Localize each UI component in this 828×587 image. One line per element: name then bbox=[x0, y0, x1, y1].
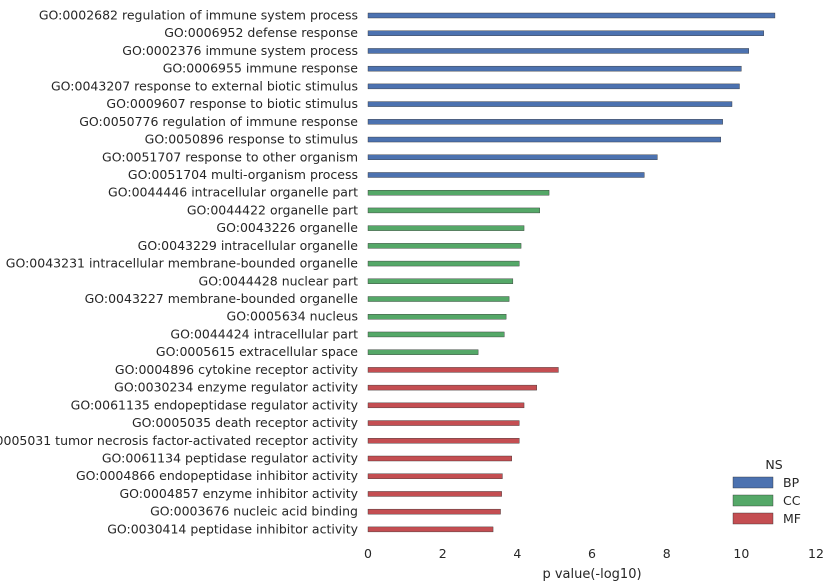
y-tick-label: GO:0043207 response to external biotic s… bbox=[51, 78, 358, 93]
bar-mf-25 bbox=[367, 455, 512, 462]
bar-mf-26 bbox=[367, 473, 503, 479]
bar-cc-10 bbox=[367, 189, 550, 196]
legend-entries: BP CC MF bbox=[732, 475, 801, 526]
y-tick-label: GO:0005634 nucleus bbox=[227, 309, 358, 324]
bar-mf-23 bbox=[367, 420, 520, 426]
y-tick-label: GO:0061134 peptidase regulator activity bbox=[102, 451, 359, 466]
legend-swatch-cc bbox=[732, 494, 774, 507]
y-tick-label: GO:0050776 regulation of immune response bbox=[79, 114, 358, 129]
y-tick-label: GO:0030414 peptidase inhibitor activity bbox=[107, 521, 358, 536]
x-tick-label: 6 bbox=[588, 546, 596, 561]
x-axis-label: p value(-log10) bbox=[542, 567, 641, 582]
bar-mf-29 bbox=[367, 526, 494, 533]
y-tick-label: GO:0003676 nucleic acid binding bbox=[150, 504, 358, 519]
legend-label-mf: MF bbox=[783, 511, 801, 526]
bar-bp-7 bbox=[367, 136, 721, 143]
y-tick-label: GO:0005615 extracellular space bbox=[156, 344, 358, 359]
y-tick-label: GO:0043231 intracellular membrane-bounde… bbox=[6, 256, 359, 271]
y-tick-label: GO:0006952 defense response bbox=[164, 25, 358, 40]
x-tick-label: 8 bbox=[663, 546, 671, 561]
y-tick-label: GO:0004866 endopeptidase inhibitor activ… bbox=[76, 468, 359, 483]
y-tick-label: GO:0043226 organelle bbox=[216, 220, 358, 235]
y-tick-label: GO:0044428 nuclear part bbox=[199, 273, 359, 288]
bar-mf-27 bbox=[367, 491, 502, 497]
bar-cc-12 bbox=[367, 225, 525, 231]
legend-swatch-mf bbox=[732, 512, 774, 525]
y-tick-label: GO:0044424 intracellular part bbox=[170, 326, 358, 341]
bar-cc-19 bbox=[367, 349, 479, 355]
y-tick-label: GO:0043227 membrane-bounded organelle bbox=[85, 291, 359, 306]
y-tick-label: GO:0030234 enzyme regulator activity bbox=[114, 380, 358, 395]
bar-bp-6 bbox=[367, 119, 723, 125]
legend-label-cc: CC bbox=[783, 493, 801, 508]
bar-mf-28 bbox=[367, 508, 501, 515]
bar-mf-22 bbox=[367, 402, 525, 409]
bar-cc-15 bbox=[367, 278, 514, 284]
legend: NS BP CC MF bbox=[732, 457, 801, 526]
bar-cc-14 bbox=[367, 260, 520, 267]
bar-bp-5 bbox=[367, 101, 733, 107]
bar-bp-2 bbox=[367, 48, 749, 54]
bar-bp-1 bbox=[367, 30, 764, 36]
bar-mf-24 bbox=[367, 438, 520, 444]
legend-title: NS bbox=[765, 457, 782, 472]
bar-cc-11 bbox=[367, 207, 540, 214]
bar-cc-16 bbox=[367, 296, 510, 302]
bars-group bbox=[367, 12, 776, 533]
y-tick-label: GO:0043229 intracellular organelle bbox=[138, 238, 359, 253]
legend-label-bp: BP bbox=[783, 475, 800, 490]
bar-bp-9 bbox=[367, 172, 645, 178]
y-tick-label: GO:0044446 intracellular organelle part bbox=[108, 185, 358, 200]
bar-cc-17 bbox=[367, 314, 507, 320]
bar-bp-4 bbox=[367, 83, 740, 90]
y-tick-label: GO:0044422 organelle part bbox=[187, 202, 358, 217]
y-tick-label: GO:0006955 immune response bbox=[163, 61, 359, 76]
x-tick-label: 10 bbox=[733, 546, 749, 561]
y-tick-label: GO:0050896 response to stimulus bbox=[145, 132, 358, 147]
x-tick-label: 2 bbox=[439, 546, 447, 561]
x-ticks-group: 0 2 4 6 8 10 12 bbox=[364, 546, 824, 561]
y-tick-label: GO:0005031 tumor necrosis factor-activat… bbox=[0, 433, 359, 448]
bar-bp-3 bbox=[367, 65, 742, 72]
y-tick-label: GO:0009607 response to biotic stimulus bbox=[106, 96, 358, 111]
x-tick-label: 12 bbox=[808, 546, 824, 561]
y-tick-label: GO:0051707 response to other organism bbox=[102, 149, 358, 164]
y-tick-label: GO:0061135 endopeptidase regulator activ… bbox=[71, 397, 359, 412]
bar-mf-21 bbox=[367, 384, 537, 391]
bar-cc-18 bbox=[367, 331, 505, 338]
x-tick-label: 4 bbox=[513, 546, 521, 561]
bar-bp-0 bbox=[367, 12, 776, 19]
bar-mf-20 bbox=[367, 367, 559, 373]
bar-cc-13 bbox=[367, 243, 522, 249]
y-tick-label: GO:0002376 immune system process bbox=[122, 43, 358, 58]
bar-bp-8 bbox=[367, 154, 658, 160]
y-tick-label: GO:0004857 enzyme inhibitor activity bbox=[119, 486, 358, 501]
y-tick-label: GO:0004896 cytokine receptor activity bbox=[115, 362, 359, 377]
y-tick-label: GO:0051704 multi-organism process bbox=[128, 167, 358, 182]
legend-swatch-bp bbox=[732, 476, 774, 489]
x-tick-label: 0 bbox=[364, 546, 372, 561]
y-labels-group: GO:0002682 regulation of immune system p… bbox=[0, 8, 359, 537]
y-tick-label: GO:0005035 death receptor activity bbox=[132, 415, 359, 430]
y-tick-label: GO:0002682 regulation of immune system p… bbox=[39, 8, 358, 23]
